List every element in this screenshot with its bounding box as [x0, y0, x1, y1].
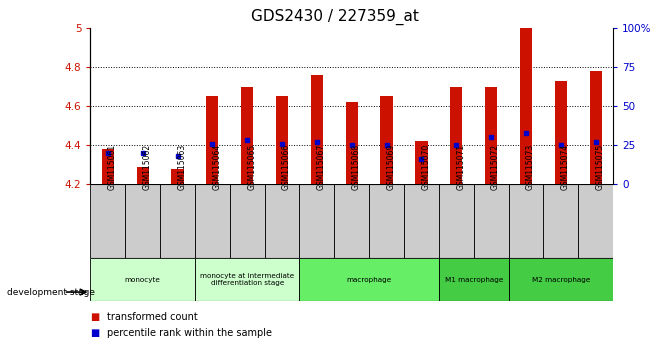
Bar	[241, 87, 253, 184]
Text: GSM115061: GSM115061	[108, 144, 117, 190]
Text: GSM115064: GSM115064	[212, 144, 221, 190]
Bar	[520, 28, 532, 184]
Text: GSM115075: GSM115075	[596, 144, 604, 190]
Bar	[381, 96, 393, 184]
Bar	[125, 184, 160, 258]
Bar	[311, 75, 323, 184]
Text: transformed count: transformed count	[107, 312, 198, 322]
Text: GSM115062: GSM115062	[143, 144, 151, 190]
Bar	[439, 258, 509, 301]
Bar	[276, 96, 288, 184]
Bar	[369, 184, 404, 258]
Text: GSM115074: GSM115074	[561, 144, 570, 190]
Text: GSM115073: GSM115073	[526, 144, 535, 190]
Bar	[195, 258, 299, 301]
Text: GSM115065: GSM115065	[247, 144, 256, 190]
Text: macrophage: macrophage	[346, 277, 392, 282]
Bar	[404, 184, 439, 258]
Text: GDS2430 / 227359_at: GDS2430 / 227359_at	[251, 9, 419, 25]
Bar	[346, 102, 358, 184]
Bar	[450, 87, 462, 184]
Bar	[590, 71, 602, 184]
Bar	[172, 169, 184, 184]
Bar	[102, 149, 114, 184]
Text: monocyte at intermediate
differentiation stage: monocyte at intermediate differentiation…	[200, 273, 294, 286]
Bar	[230, 184, 265, 258]
Bar	[543, 184, 578, 258]
Text: M1 macrophage: M1 macrophage	[444, 277, 503, 282]
Bar	[265, 184, 299, 258]
Text: development stage: development stage	[7, 287, 94, 297]
Bar	[160, 184, 195, 258]
Bar	[485, 87, 497, 184]
Text: GSM115068: GSM115068	[352, 144, 360, 190]
Bar	[206, 96, 218, 184]
Text: M2 macrophage: M2 macrophage	[531, 277, 590, 282]
Text: GSM115070: GSM115070	[421, 144, 430, 190]
Bar	[334, 184, 369, 258]
Bar	[195, 184, 230, 258]
Bar	[299, 184, 334, 258]
Bar	[137, 166, 149, 184]
Text: monocyte: monocyte	[125, 277, 161, 282]
Bar	[509, 184, 543, 258]
Bar	[299, 258, 439, 301]
Bar	[578, 184, 613, 258]
Text: ■: ■	[90, 328, 100, 338]
Text: GSM115069: GSM115069	[387, 144, 395, 190]
Text: GSM115067: GSM115067	[317, 144, 326, 190]
Bar	[90, 184, 125, 258]
Bar	[439, 184, 474, 258]
Bar	[509, 258, 613, 301]
Bar	[415, 141, 427, 184]
Text: GSM115071: GSM115071	[456, 144, 465, 190]
Text: percentile rank within the sample: percentile rank within the sample	[107, 328, 272, 338]
Text: GSM115072: GSM115072	[491, 144, 500, 190]
Bar	[474, 184, 509, 258]
Bar	[555, 81, 567, 184]
Text: GSM115063: GSM115063	[178, 144, 186, 190]
Text: GSM115066: GSM115066	[282, 144, 291, 190]
Text: ■: ■	[90, 312, 100, 322]
Bar	[90, 258, 195, 301]
